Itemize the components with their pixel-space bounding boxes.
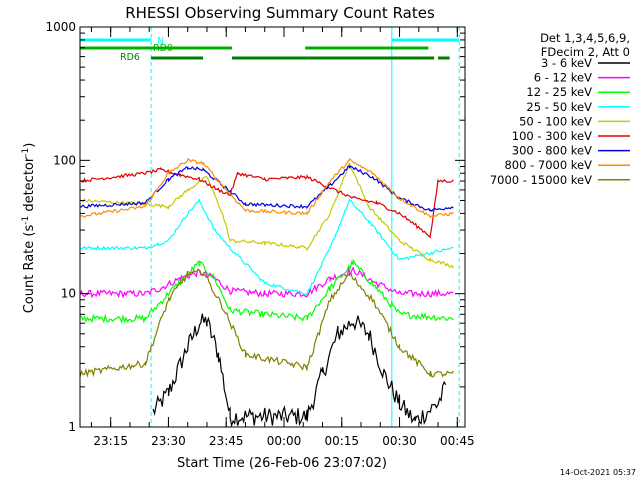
series-line-8 xyxy=(80,268,454,378)
x-tick-label-3: 00:00 xyxy=(267,434,302,448)
y-axis-label: Count Rate (s-1 detector-1) xyxy=(21,143,37,314)
axes: 1 10 100 1000 23:15 23:30 23:45 00:00 00:15 00:30… xyxy=(45,20,474,448)
legend-label-2: 12 - 25 keV xyxy=(526,85,592,99)
legend-header-1: FDecim 2, Att 0 xyxy=(541,45,630,59)
legend-label-5: 100 - 300 keV xyxy=(512,129,592,143)
series-line-5 xyxy=(80,167,454,239)
x-tick-label-6: 00:45 xyxy=(440,434,475,448)
y-axis-label-sup2: -1 xyxy=(21,148,31,157)
flag-label-rd0: RD0 xyxy=(153,43,173,54)
y-axis-label-main: Count Rate (s xyxy=(22,225,37,314)
legend-label-7: 800 - 7000 keV xyxy=(504,158,592,172)
legend-label-4: 50 - 100 keV xyxy=(519,114,592,128)
series-line-6 xyxy=(80,165,454,212)
series-line-0 xyxy=(152,313,447,427)
y-tick-label-2: 100 xyxy=(53,153,76,167)
y-axis-label-sup1: -1 xyxy=(21,216,31,225)
legend-label-6: 300 - 800 keV xyxy=(512,144,592,158)
legend: Det 1,3,4,5,6,9,FDecim 2, Att 03 - 6 keV… xyxy=(490,31,630,187)
series-line-1 xyxy=(80,266,454,299)
x-tick-label-1: 23:30 xyxy=(151,434,186,448)
legend-header-0: Det 1,3,4,5,6,9, xyxy=(540,31,630,45)
flag-label-rd6: RD6 xyxy=(120,52,140,63)
legend-label-0: 3 - 6 keV xyxy=(541,56,592,70)
legend-label-8: 7000 - 15000 keV xyxy=(490,173,592,187)
y-tick-label-1: 10 xyxy=(61,287,76,301)
series-line-7 xyxy=(80,158,454,219)
timestamp: 14-Oct-2021 05:37 xyxy=(560,468,636,477)
x-tick-label-5: 00:30 xyxy=(382,434,417,448)
series-line-2 xyxy=(80,258,454,324)
y-axis-label-mid: detector xyxy=(22,156,37,216)
chart-title: RHESSI Observing Summary Count Rates xyxy=(125,4,435,22)
flag-label-n: N xyxy=(157,36,164,47)
y-axis-label-end: ) xyxy=(22,143,37,148)
series-line-3 xyxy=(80,198,454,296)
x-tick-label-4: 00:15 xyxy=(324,434,359,448)
plot-frame xyxy=(79,26,466,428)
x-tick-label-0: 23:15 xyxy=(93,434,128,448)
y-tick-label-3: 1000 xyxy=(45,20,76,34)
x-tick-label-2: 23:45 xyxy=(209,434,244,448)
y-tick-label-0: 1 xyxy=(68,420,76,434)
legend-label-1: 6 - 12 keV xyxy=(534,71,592,85)
x-axis-label: Start Time (26-Feb-06 23:07:02) xyxy=(177,456,387,471)
legend-label-3: 25 - 50 keV xyxy=(526,100,592,114)
